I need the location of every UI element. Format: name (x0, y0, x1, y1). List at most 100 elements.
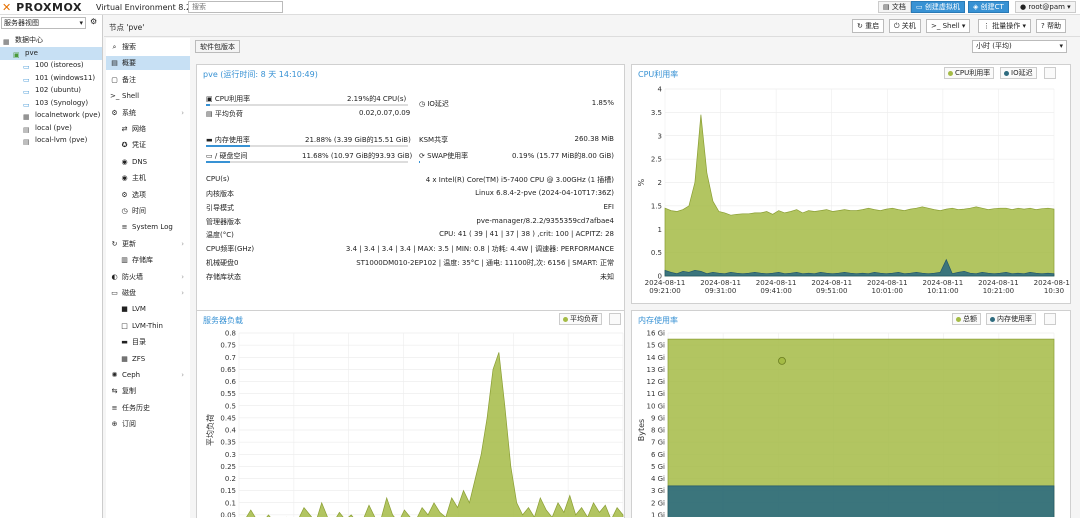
nav-item-label: 磁盘 (122, 289, 136, 297)
nav-item[interactable]: ⊕ 订阅 (106, 417, 190, 431)
shutdown-button[interactable]: ⏻ 关机 (889, 19, 921, 33)
chevron-icon[interactable]: › (181, 108, 184, 117)
nav-item[interactable]: ▢ 备注 (106, 73, 190, 87)
tree-item[interactable]: ▦ 数据中心 (0, 34, 102, 47)
tree-item[interactable]: ▭ 101 (windows11) (0, 72, 102, 85)
info-value: EFI (603, 203, 614, 211)
view-selector[interactable]: 服务器视图 ▾ (1, 17, 86, 29)
status-title: pve (运行时间: 8 天 14:10:49) (203, 70, 318, 79)
memory-chart: 16 Gi 15 Gi 14 Gi 13 Gi 12 Gi 11 Gi 10 Gi 9 Gi 8… (637, 330, 1055, 517)
load-legend-item[interactable]: 平均负荷 (559, 313, 602, 325)
y-tick-label: 0.35 (220, 439, 236, 447)
y-tick-label: 0.6 (225, 378, 237, 386)
cpu-legend-item[interactable]: CPU利用率 (944, 67, 995, 79)
storage-icon: ▤ (23, 125, 30, 134)
y-tick-label: 14 Gi (646, 354, 665, 362)
info-label: 管理器版本 (206, 218, 241, 226)
nav-item[interactable]: ≡ System Log (106, 220, 190, 234)
nav-item[interactable]: >_ Shell (106, 89, 190, 103)
nav-item[interactable]: □ LVM-Thin (106, 319, 190, 333)
y-tick-label: 0.15 (220, 487, 236, 495)
shell-button[interactable]: >_ Shell ▾ (926, 19, 971, 33)
create-ct-button[interactable]: ◈ 创建CT (968, 1, 1009, 13)
nav-item[interactable]: ◷ 时间 (106, 204, 190, 218)
gears-icon: ⚙ (111, 108, 118, 117)
nav-item[interactable]: ▤ 概要 (106, 56, 190, 71)
gear-icon[interactable]: ⚙ (90, 17, 98, 26)
chevron-icon[interactable]: › (181, 272, 184, 281)
tree-item[interactable]: ▣ pve (0, 46, 102, 60)
bulk-actions-button[interactable]: ⋮ 批量操作 ▾ (978, 19, 1031, 33)
nav-item-label: 搜索 (122, 43, 136, 51)
nav-item[interactable]: ⇄ 网络 (106, 122, 190, 136)
undo-zoom-button[interactable] (1044, 313, 1056, 325)
nav-item[interactable]: ◉ 主机 (106, 171, 190, 185)
tree-item[interactable]: ▤ local (pve) (0, 122, 102, 135)
grid-icon: ▦ (121, 354, 128, 363)
nav-item[interactable]: ▥ 存储库 (106, 253, 190, 267)
tree-item[interactable]: ▭ 102 (ubuntu) (0, 84, 102, 97)
y-tick-label: 0.5 (225, 402, 236, 410)
nav-item-label: 订阅 (122, 420, 136, 429)
y-tick-label: 1 (658, 226, 662, 234)
y-tick-label: 8 Gi (651, 427, 665, 435)
cpu-legend-label: CPU利用率 (955, 69, 991, 77)
nav-item[interactable]: ⌕ 搜索 (106, 40, 190, 54)
docs-button[interactable]: ▤ 文档 (878, 1, 911, 13)
search-input[interactable] (188, 1, 283, 13)
nav-item[interactable]: ▬ 目录 (106, 335, 190, 349)
chevron-icon[interactable]: › (181, 239, 184, 248)
y-tick-label: 0.2 (225, 475, 236, 483)
undo-zoom-button[interactable] (609, 313, 621, 325)
nav-item-label: DNS (132, 157, 148, 166)
tree-item[interactable]: ▦ localnetwork (pve) (0, 109, 102, 122)
info-label: 存储库状态 (206, 273, 241, 281)
nav-item[interactable]: ⚙ 选项 (106, 188, 190, 202)
tree-item[interactable]: ▭ 103 (Synology) (0, 97, 102, 110)
ceph-icon: ✺ (111, 371, 118, 379)
y-tick-label: 1 Gi (651, 511, 665, 517)
io-legend-item[interactable]: IO延迟 (1000, 67, 1037, 79)
nav-item[interactable]: ✪ 凭证 (106, 138, 190, 152)
y-tick-label: 0.4 (225, 427, 237, 435)
mem-legend-item[interactable]: 内存使用率 (986, 313, 1036, 325)
view-selector-label: 服务器视图 (4, 19, 39, 27)
create-vm-button[interactable]: ▭ 创建虚拟机 (911, 1, 965, 13)
tree-item[interactable]: ▤ local-lvm (pve) (0, 134, 102, 147)
nav-item[interactable]: ↻ 更新 › (106, 237, 190, 251)
x-tick-label: 10:11:00 (927, 287, 958, 295)
nav-item[interactable]: ✺ Ceph › (106, 368, 190, 382)
proxmox-logo[interactable]: ✕ PROXMOX (2, 1, 82, 14)
nav-item[interactable]: ≡ 任务历史 (106, 401, 190, 415)
info-value: CPU: 41 ( 39 | 41 | 37 | 38 ) ,crit: 100… (439, 230, 614, 238)
total-legend-item[interactable]: 总额 (952, 313, 981, 325)
nav-item[interactable]: ◉ DNS (106, 155, 190, 169)
nav-item-label: 目录 (132, 338, 146, 347)
chevron-icon[interactable]: › (181, 289, 184, 297)
nav-item[interactable]: ⚙ 系统 › (106, 106, 190, 120)
chevron-icon[interactable]: › (181, 371, 184, 379)
y-tick-label: 0.8 (225, 330, 236, 338)
undo-zoom-button[interactable] (1044, 67, 1056, 79)
user-menu-button[interactable]: ● root@pam ▾ (1015, 1, 1076, 13)
disk-usage-value: 11.68% (10.97 GiB的93.93 GiB) (302, 152, 413, 160)
memory-chart-panel: 内存使用率 总额 内存使用率 16 Gi 15 Gi 14 Gi 13 Gi 12 Gi… (631, 310, 1071, 518)
reboot-icon: ↻ (857, 22, 863, 30)
tree-item[interactable]: ▭ 100 (istoreos) (0, 59, 102, 72)
timeframe-select[interactable]: 小时 (平均) ▾ (972, 40, 1067, 53)
list-icon: ≡ (111, 403, 118, 412)
network-icon: ▦ (23, 113, 30, 121)
nav-item[interactable]: ■ LVM (106, 302, 190, 316)
node-nav-menu: ⌕ 搜索 ▤ 概要 ▢ 备注 >_ Shell ⚙ 系统 › ⇄ 网络 ✪ 凭证 ◉ DNS ◉ 主机 ⚙ 选项 ◷ 时间 ≡… (106, 38, 190, 518)
nav-item[interactable]: ▭ 磁盘 › (106, 286, 190, 300)
tree-item-label: local-lvm (pve) (35, 136, 88, 144)
cpu-label-text: CPU利用率 (214, 95, 251, 103)
nav-item[interactable]: ▦ ZFS (106, 352, 190, 366)
info-value: 未知 (600, 273, 614, 281)
nav-item[interactable]: ◐ 防火墙 › (106, 270, 190, 284)
package-versions-button[interactable]: 软件包版本 (195, 40, 240, 53)
help-button[interactable]: ? 帮助 (1036, 19, 1066, 33)
reboot-button[interactable]: ↻ 重启 (852, 19, 885, 33)
nav-item[interactable]: ⇆ 复制 (106, 384, 190, 398)
disk-usage-label: ▭ / 硬盘空间 (206, 151, 247, 161)
